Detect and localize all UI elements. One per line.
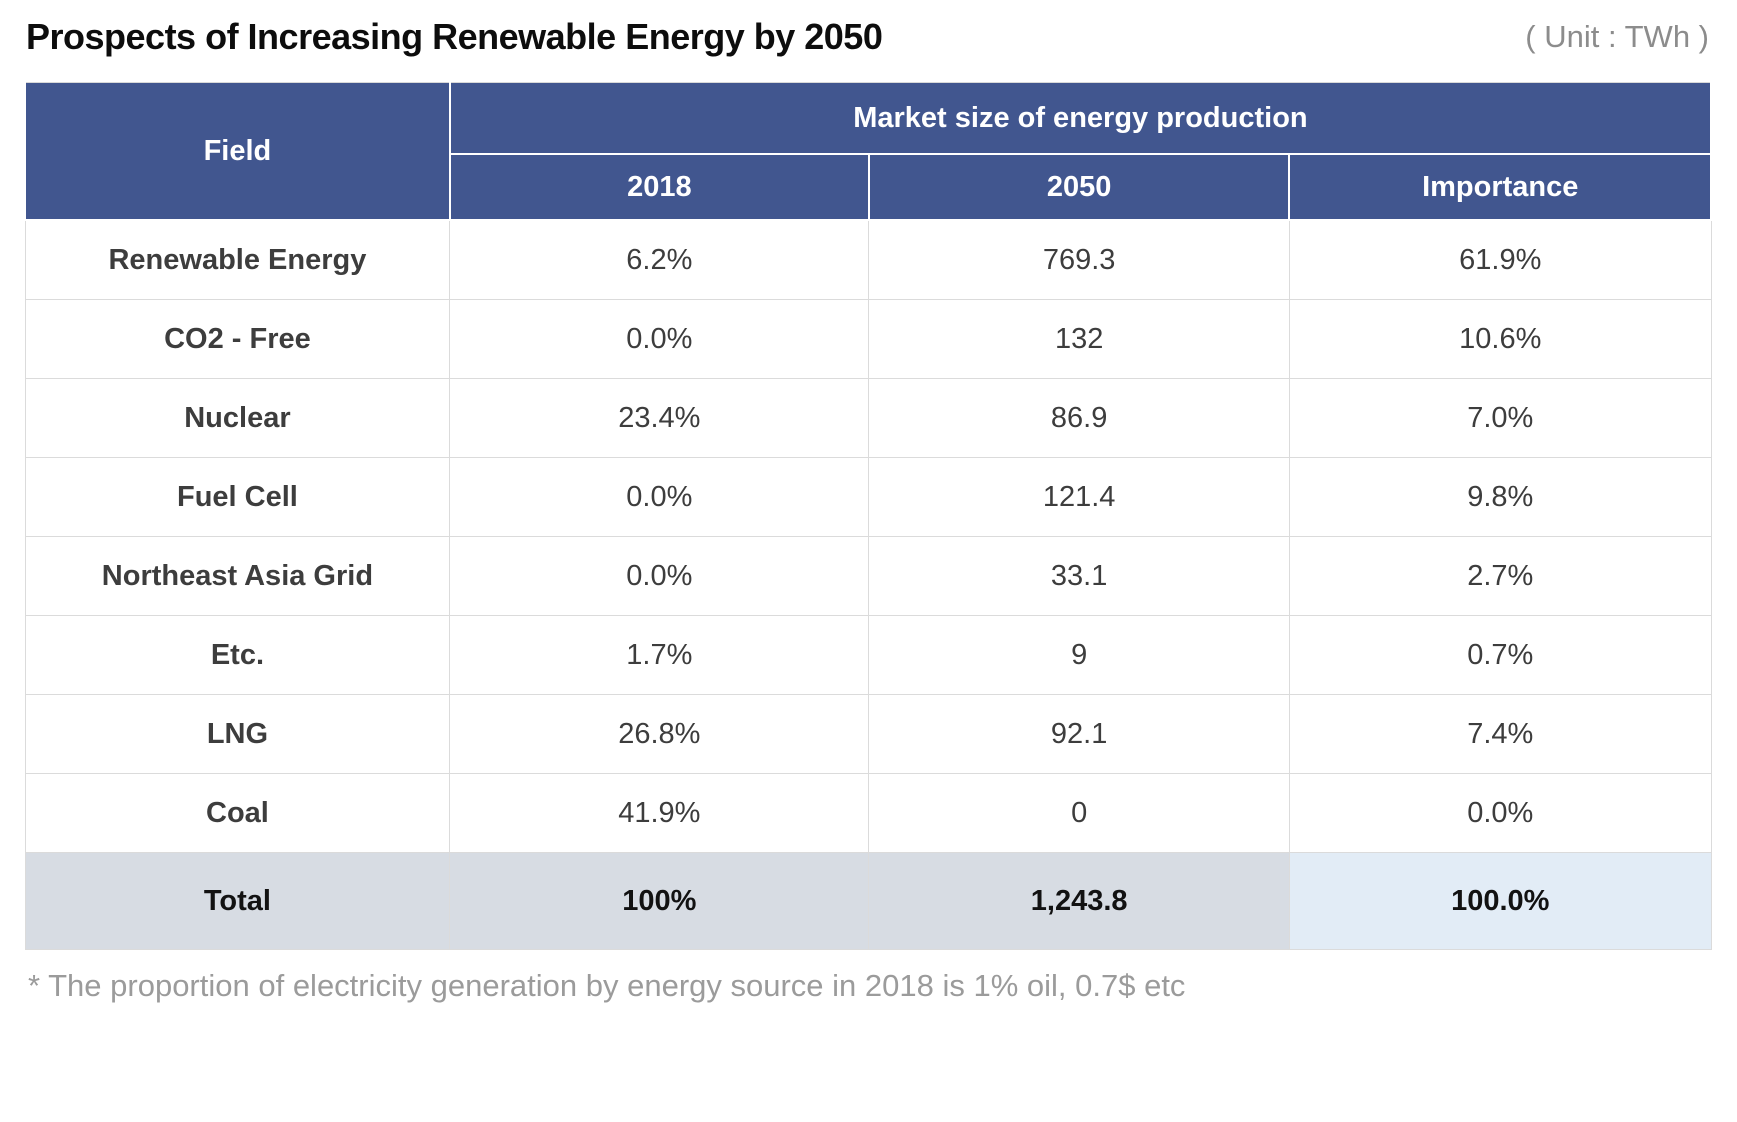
- footnote: * The proportion of electricity generati…: [28, 968, 1186, 1003]
- energy-production-table: Field Market size of energy production 2…: [24, 82, 1713, 950]
- cell-2050: 0: [868, 773, 1290, 853]
- row-label: Northeast Asia Grid: [24, 536, 451, 616]
- header-row-group: Field Market size of energy production: [24, 82, 1713, 221]
- unit-label: ( Unit : TWh ): [1525, 19, 1709, 54]
- cell-total-importance: 100.0%: [1288, 852, 1712, 950]
- cell-2050: 92.1: [868, 694, 1290, 774]
- table-row-renewable-energy: Renewable Energy 6.2% 769.3 61.9%: [24, 219, 1712, 300]
- page-title: Prospects of Increasing Renewable Energy…: [26, 16, 883, 57]
- column-header-field: Field: [24, 82, 451, 221]
- cell-total-2018: 100%: [449, 852, 870, 950]
- table-row-northeast-asia-grid: Northeast Asia Grid 0.0% 33.1 2.7%: [24, 536, 1712, 616]
- cell-importance: 0.0%: [1288, 773, 1712, 853]
- row-label: Coal: [24, 773, 451, 853]
- cell-importance: 61.9%: [1288, 219, 1712, 300]
- table-row-fuel-cell: Fuel Cell 0.0% 121.4 9.8%: [24, 457, 1712, 537]
- row-label: CO2 - Free: [24, 299, 451, 379]
- cell-2018: 0.0%: [449, 299, 870, 379]
- cell-2018: 41.9%: [449, 773, 870, 853]
- row-label-total: Total: [24, 852, 451, 950]
- column-header-market-size: Market size of energy production: [448, 82, 1713, 155]
- cell-2050: 86.9: [868, 378, 1290, 458]
- table-row-total: Total 100% 1,243.8 100.0%: [24, 852, 1712, 950]
- table-row-etc: Etc. 1.7% 9 0.7%: [24, 615, 1712, 695]
- row-label: Nuclear: [24, 378, 451, 458]
- cell-2050: 121.4: [868, 457, 1290, 537]
- cell-importance: 2.7%: [1288, 536, 1712, 616]
- cell-2018: 23.4%: [449, 378, 870, 458]
- column-header-2050: 2050: [867, 153, 1291, 221]
- cell-2018: 0.0%: [449, 536, 870, 616]
- cell-2050: 9: [868, 615, 1290, 695]
- table-row-lng: LNG 26.8% 92.1 7.4%: [24, 694, 1712, 774]
- row-label: LNG: [24, 694, 451, 774]
- row-label: Renewable Energy: [24, 219, 451, 300]
- table-row-nuclear: Nuclear 23.4% 86.9 7.0%: [24, 378, 1712, 458]
- cell-2018: 0.0%: [449, 457, 870, 537]
- cell-importance: 0.7%: [1288, 615, 1712, 695]
- cell-2018: 1.7%: [449, 615, 870, 695]
- cell-2050: 33.1: [868, 536, 1290, 616]
- cell-importance: 10.6%: [1288, 299, 1712, 379]
- cell-importance: 7.4%: [1288, 694, 1712, 774]
- row-label: Etc.: [24, 615, 451, 695]
- cell-total-2050: 1,243.8: [868, 852, 1290, 950]
- header-row-years: 2018 2050 Importance: [25, 153, 1712, 221]
- cell-2050: 132: [868, 299, 1290, 379]
- row-label: Fuel Cell: [24, 457, 451, 537]
- cell-importance: 7.0%: [1288, 378, 1712, 458]
- cell-2050: 769.3: [868, 219, 1290, 300]
- table-row-coal: Coal 41.9% 0 0.0%: [24, 773, 1712, 853]
- title-row: Prospects of Increasing Renewable Energy…: [0, 0, 1737, 58]
- cell-2018: 26.8%: [449, 694, 870, 774]
- column-header-importance: Importance: [1288, 153, 1712, 221]
- cell-importance: 9.8%: [1288, 457, 1712, 537]
- table-row-co2-free: CO2 - Free 0.0% 132 10.6%: [24, 299, 1712, 379]
- column-header-2018: 2018: [448, 153, 870, 221]
- cell-2018: 6.2%: [449, 219, 870, 300]
